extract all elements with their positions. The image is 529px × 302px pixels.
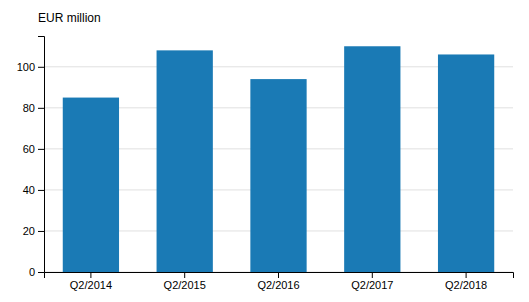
x-axis: Q2/2014 Q2/2015 Q2/2016 Q2/2017 Q2/2018 [45,272,514,291]
tick-mark [372,272,373,278]
tick: 0 [29,266,44,278]
tick-label: Q2/2018 [445,279,487,291]
tick-mark [466,272,467,278]
bar [344,46,400,272]
axis-line [45,273,514,279]
tick-mark [38,67,44,68]
tick: Q2/2014 [70,272,112,291]
tick-label: Q2/2014 [70,279,112,291]
tick: 60 [23,143,44,155]
axis-line [38,37,45,273]
tick: 100 [17,61,44,73]
tick-label: 100 [17,61,35,73]
tick-label: Q2/2016 [257,279,299,291]
tick-mark [184,272,185,278]
tick-label: 40 [23,184,35,196]
tick-label: 0 [29,266,35,278]
y-axis: 0 20 40 60 80 100 [17,37,45,279]
tick-mark [38,231,44,232]
tick-mark [278,272,279,278]
tick-mark [38,149,44,150]
tick-mark [38,190,44,191]
tick-label: Q2/2017 [351,279,393,291]
tick: 40 [23,184,44,196]
tick-mark [38,108,44,109]
bar [438,54,494,272]
axis-title: EUR million [38,11,101,25]
tick-mark [38,272,44,273]
bar [157,50,213,272]
tick: 20 [23,225,44,237]
tick: Q2/2018 [445,272,487,291]
bar [250,79,306,272]
bar [63,98,119,272]
tick-label: Q2/2015 [164,279,206,291]
chart: Q2/2014 Q2/2015 Q2/2016 Q2/2017 Q2/2018 0 20 40… [0,0,529,302]
tick-label: 60 [23,143,35,155]
tick: Q2/2015 [164,272,206,291]
bars [63,46,494,272]
tick: 80 [23,102,44,114]
plot: Q2/2014 Q2/2015 Q2/2016 Q2/2017 Q2/2018 0 20 40… [17,37,514,291]
tick-mark [90,272,91,278]
tick-label: 80 [23,102,35,114]
tick: Q2/2017 [351,272,393,291]
tick: Q2/2016 [257,272,299,291]
tick-label: 20 [23,225,35,237]
